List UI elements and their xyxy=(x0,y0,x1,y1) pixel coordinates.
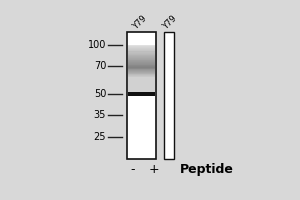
Bar xyxy=(128,72,155,73)
Text: 100: 100 xyxy=(88,40,106,50)
Bar xyxy=(128,90,155,91)
Bar xyxy=(128,78,155,79)
Bar xyxy=(128,51,155,52)
Bar xyxy=(128,62,155,63)
Bar xyxy=(128,88,155,89)
Bar xyxy=(128,65,155,66)
Bar xyxy=(128,60,155,61)
Bar xyxy=(128,71,155,72)
Bar xyxy=(128,80,155,81)
Bar xyxy=(128,93,155,94)
Bar xyxy=(128,92,155,93)
Text: 50: 50 xyxy=(94,89,106,99)
Bar xyxy=(128,55,155,56)
Text: 70: 70 xyxy=(94,61,106,71)
Bar xyxy=(128,61,155,62)
Bar xyxy=(128,85,155,86)
Bar xyxy=(128,64,155,65)
Bar xyxy=(128,56,155,57)
Bar xyxy=(128,70,155,71)
Bar xyxy=(128,77,155,78)
Bar xyxy=(128,73,155,74)
Bar xyxy=(128,57,155,58)
Bar xyxy=(128,89,155,90)
Text: +: + xyxy=(148,163,159,176)
Bar xyxy=(128,46,155,47)
Bar xyxy=(128,84,155,85)
Bar xyxy=(128,91,155,92)
Bar xyxy=(128,74,155,75)
Bar xyxy=(128,49,155,50)
Bar xyxy=(128,59,155,60)
Bar xyxy=(128,76,155,77)
Bar xyxy=(128,81,155,82)
Bar xyxy=(128,48,155,49)
Bar xyxy=(128,79,155,80)
Bar xyxy=(128,45,155,46)
Bar xyxy=(128,50,155,51)
Bar xyxy=(128,69,155,70)
Text: Peptide: Peptide xyxy=(180,163,234,176)
Text: 25: 25 xyxy=(94,132,106,142)
Bar xyxy=(128,82,155,83)
Bar xyxy=(128,52,155,53)
Text: -: - xyxy=(130,163,135,176)
Bar xyxy=(128,63,155,64)
Bar xyxy=(127,32,156,159)
Bar xyxy=(128,53,155,54)
Text: Y79: Y79 xyxy=(161,14,178,31)
Text: Y79: Y79 xyxy=(130,14,148,31)
Bar xyxy=(128,47,155,48)
Bar xyxy=(128,67,155,68)
Bar xyxy=(128,68,155,69)
Bar xyxy=(128,66,155,67)
Bar xyxy=(128,92,155,96)
Text: 35: 35 xyxy=(94,110,106,120)
Bar xyxy=(164,32,173,159)
Bar xyxy=(128,87,155,88)
Bar xyxy=(128,83,155,84)
Bar xyxy=(128,58,155,59)
Bar xyxy=(128,54,155,55)
Bar xyxy=(128,75,155,76)
Bar xyxy=(128,86,155,87)
